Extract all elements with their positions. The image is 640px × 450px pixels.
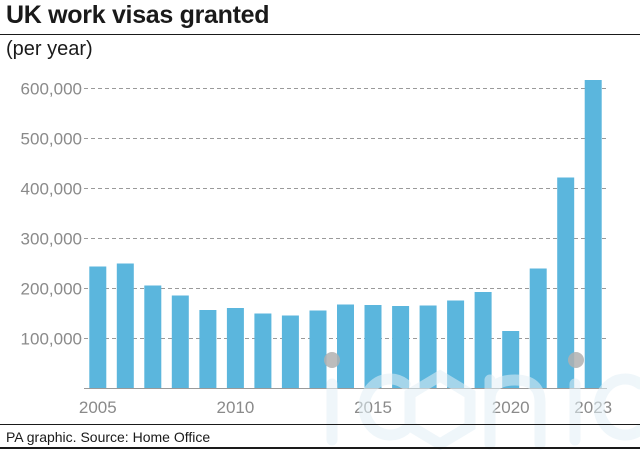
bar-2010 [226,308,244,388]
y-tick-label: 300,000 [21,230,82,249]
bar-2023 [584,80,602,388]
y-tick-label: 600,000 [21,80,82,99]
bar-2009 [199,310,217,388]
bar-2017 [419,305,437,388]
bar-2008 [171,295,189,388]
y-tick-label: 100,000 [21,330,82,349]
bar-2006 [116,263,134,388]
chart-subtitle: (per year) [6,38,93,60]
bar-2014 [337,304,354,388]
gridlines [84,88,607,339]
bar-2012 [281,315,299,388]
y-axis-ticks: 100,000 200,000 300,000 400,000 500,000 600,0… [21,80,82,349]
bottom-divider [0,447,640,449]
footer-divider [0,424,640,425]
x-tick-label: 2005 [79,398,117,417]
x-tick-label: 2015 [354,398,392,417]
x-tick-label: 2010 [216,398,254,417]
x-tick-label: 2023 [574,398,612,417]
x-tick-label: 2020 [492,398,530,417]
y-tick-label: 200,000 [21,280,82,299]
bar-2018 [447,300,465,388]
source-note: PA graphic. Source: Home Office [6,429,211,445]
bar-2005 [89,266,107,388]
bar-2016 [392,306,410,388]
x-axis-ticks: 2005 2010 2015 2020 2023 [79,398,612,417]
y-tick-label: 500,000 [21,130,82,149]
bar-2020 [502,331,520,388]
title-divider [0,34,640,35]
bar-2019 [474,292,492,388]
bar-2011 [254,313,272,388]
bar-2013 [309,310,327,388]
bar-2015 [364,305,382,388]
bar-2007 [144,285,162,388]
bar-2022 [557,177,575,388]
bars [89,80,602,388]
bar-2021 [529,268,547,388]
chart-title: UK work visas granted [6,1,270,29]
y-tick-label: 400,000 [21,180,82,199]
